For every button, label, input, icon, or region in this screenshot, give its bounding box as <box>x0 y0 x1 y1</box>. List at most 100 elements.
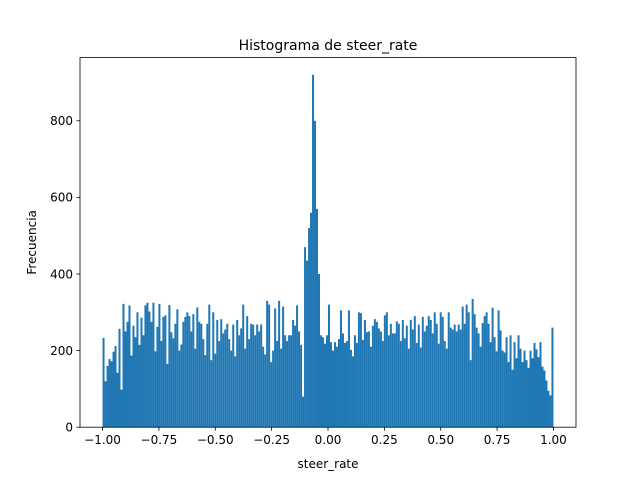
x-tick-label: −0.25 <box>253 433 290 447</box>
histogram-bar <box>148 311 151 428</box>
histogram-bar <box>210 360 213 428</box>
histogram-bar <box>182 321 185 428</box>
histogram-bar <box>316 208 319 428</box>
histogram-bar <box>168 305 171 428</box>
histogram-bar <box>306 260 309 428</box>
histogram-bar <box>254 335 257 428</box>
histogram-bar <box>244 348 247 428</box>
histogram-bar <box>186 312 189 428</box>
histogram-bar <box>140 317 143 428</box>
histogram-bar <box>164 315 167 428</box>
histogram-bar <box>256 324 259 428</box>
histogram-bar <box>355 342 358 428</box>
histogram-bar <box>457 324 460 428</box>
histogram-bar <box>393 333 396 428</box>
histogram-bar <box>437 343 440 428</box>
histogram-bar <box>216 319 219 428</box>
histogram-bar <box>132 325 135 428</box>
histogram-bar <box>499 330 502 428</box>
histogram-bar <box>513 342 516 428</box>
chart-title: Histograma de steer_rate <box>239 38 418 54</box>
histogram-bar <box>487 323 490 428</box>
histogram-bar <box>238 335 241 428</box>
histogram-bar <box>294 325 297 428</box>
histogram-bar <box>310 212 313 428</box>
histogram-bar <box>363 319 366 428</box>
histogram-bar <box>194 348 197 428</box>
histogram-bar <box>170 332 173 428</box>
histogram-bar <box>260 324 263 428</box>
histogram-bar <box>547 390 550 428</box>
histogram-bar <box>511 369 514 428</box>
histogram-bar <box>268 304 271 428</box>
histogram-bar <box>491 307 494 428</box>
histogram-bar <box>154 351 157 428</box>
histogram-bar <box>539 342 542 428</box>
histogram-bar <box>479 346 482 428</box>
histogram-bar <box>425 325 428 428</box>
histogram-bar <box>411 329 414 428</box>
histogram-bar <box>531 358 534 428</box>
histogram-bar <box>435 323 438 428</box>
histogram-bar <box>335 346 338 428</box>
histogram-bar <box>112 351 115 428</box>
histogram-bar <box>172 338 175 428</box>
histogram-bar <box>503 352 506 428</box>
x-tick-label: 1.00 <box>540 433 567 447</box>
histogram-bar <box>417 324 420 428</box>
histogram-bar <box>248 339 251 428</box>
x-tick-label: 0.75 <box>484 433 511 447</box>
histogram-bar <box>343 342 346 428</box>
y-axis-ticks: 0 200 400 600 800 <box>50 114 80 435</box>
histogram-bar <box>272 350 275 428</box>
histogram-bar <box>222 333 225 428</box>
histogram-bar <box>264 354 267 428</box>
histogram-bar <box>262 346 265 428</box>
histogram-bar <box>204 355 207 428</box>
histogram-bar <box>537 357 540 428</box>
histogram-bar <box>529 350 532 428</box>
histogram-bar <box>236 319 239 428</box>
histogram-bar <box>202 339 205 428</box>
histogram-bar <box>507 362 510 428</box>
histogram-bar <box>130 355 133 428</box>
histogram-bar <box>475 327 478 428</box>
histogram-bar <box>284 335 287 428</box>
histogram-bar <box>134 337 137 428</box>
histogram-bar <box>361 339 364 428</box>
histogram-bar <box>228 339 231 428</box>
histogram-bar <box>449 327 452 428</box>
histogram-bar <box>176 309 179 428</box>
histogram-bar <box>290 335 293 428</box>
histogram-bar <box>312 74 315 428</box>
histogram-bar <box>288 335 291 428</box>
histogram-bar <box>339 310 342 428</box>
histogram-bar <box>278 300 281 428</box>
histogram-bar <box>184 316 187 428</box>
histogram-bar <box>280 348 283 428</box>
histogram-bar <box>463 323 466 428</box>
histogram-bar <box>333 342 336 428</box>
y-axis-title: Frecuencia <box>25 210 39 275</box>
histogram-bar <box>118 328 121 428</box>
histogram-bar <box>521 362 524 428</box>
histogram-bar <box>485 312 488 428</box>
histogram-bar <box>314 120 317 428</box>
histogram-bar <box>146 302 149 428</box>
histogram-bar <box>383 315 386 428</box>
histogram-bar <box>483 316 486 428</box>
histogram-bar <box>308 228 311 428</box>
histogram-bar <box>347 310 350 428</box>
histogram-bar <box>286 341 289 428</box>
histogram-bar <box>427 316 430 428</box>
histogram-bar <box>445 348 448 428</box>
histogram-bar <box>407 348 410 428</box>
histogram-bar <box>114 346 117 428</box>
histogram-bar <box>302 396 305 428</box>
histogram-bar <box>385 312 388 428</box>
histogram-bar <box>138 344 141 428</box>
histogram-bar <box>258 331 261 428</box>
histogram-bar <box>108 359 111 428</box>
histogram-bar <box>142 335 145 428</box>
histogram-bar <box>188 316 191 428</box>
